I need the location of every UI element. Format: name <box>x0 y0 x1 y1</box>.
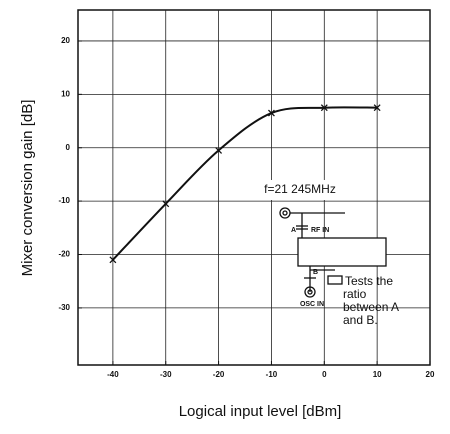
y-tick-label: 0 <box>66 143 71 152</box>
osc-in-label: OSC IN <box>300 301 324 308</box>
port-a-label: A <box>291 227 296 234</box>
probe <box>327 275 343 285</box>
x-tick-label: 10 <box>373 370 382 379</box>
rf-connector <box>279 207 291 219</box>
y-axis-label: Mixer conversion gain [dB] <box>19 100 36 277</box>
y-tick-label: 20 <box>61 36 70 45</box>
note-line: and B. <box>343 313 378 327</box>
y-tick-label: -10 <box>58 196 70 205</box>
frequency-label: f=21 245MHz <box>264 182 336 196</box>
data-point <box>109 256 117 264</box>
data-point <box>162 200 170 208</box>
port-b-label: B <box>313 269 318 276</box>
circuit-inset <box>255 180 387 298</box>
x-axis-label: Logical input level [dBm] <box>179 403 342 420</box>
note-line: ratio <box>343 287 367 301</box>
x-tick-label: -40 <box>107 370 119 379</box>
label-background <box>255 180 350 200</box>
grid: -40 -30 -20 -10 0 10 20 -30 -20 -10 0 10 20 <box>58 10 435 379</box>
x-tick-label: 20 <box>426 370 435 379</box>
data-point <box>267 109 275 117</box>
data-point <box>320 104 328 112</box>
osc-connector <box>304 286 316 298</box>
y-tick-label: -30 <box>58 303 70 312</box>
rf-connector-core <box>282 210 288 216</box>
y-tick-label: 10 <box>61 89 70 98</box>
x-tick-label: 0 <box>322 370 327 379</box>
y-tick-label: -20 <box>58 250 70 259</box>
note-line: Tests the <box>345 274 393 288</box>
mixer-box <box>297 237 387 267</box>
data-point <box>373 104 381 112</box>
x-tick-label: -10 <box>266 370 278 379</box>
data-point <box>215 146 223 154</box>
x-tick-label: -20 <box>213 370 225 379</box>
x-tick-label: -30 <box>160 370 172 379</box>
data-line <box>112 106 378 261</box>
marks <box>109 104 381 264</box>
osc-connector-core <box>307 289 313 295</box>
note-line: between A <box>343 300 399 314</box>
rf-in-label: RF IN <box>311 227 329 234</box>
